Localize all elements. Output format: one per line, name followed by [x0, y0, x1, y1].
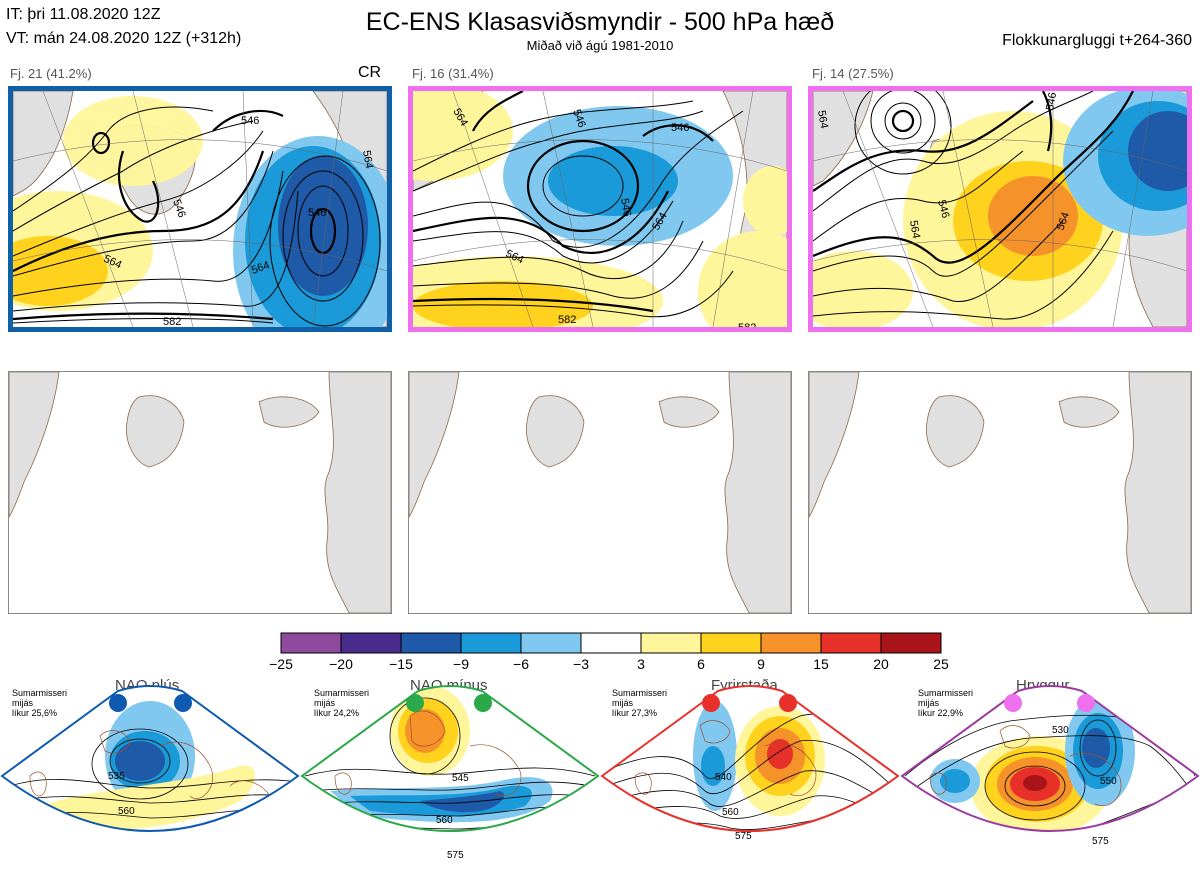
empty-map-2: [408, 371, 792, 614]
contour-label: 546: [935, 199, 951, 220]
regime-2-info2: mijás: [314, 698, 336, 708]
contour-label: 575: [447, 850, 464, 861]
colorbar-tick-label: 25: [933, 656, 949, 672]
contour-label: 545: [452, 773, 469, 784]
cluster-1-tag: CR: [358, 64, 382, 81]
colorbar-tick-label: 3: [637, 656, 645, 672]
contour-label: 546: [618, 197, 633, 217]
regime-3-map: 540 560 575: [600, 685, 900, 842]
contour-label: 564: [907, 219, 922, 239]
colorbar-tick-label: −6: [513, 656, 529, 672]
contour-label: 540: [715, 772, 732, 783]
colorbar-swatch: [820, 632, 882, 654]
regime-3-info2: mijás: [612, 698, 634, 708]
contour-label: 564: [250, 259, 271, 277]
cluster-2-label: Fj. 16 (31.4%): [412, 66, 494, 81]
issue-time: IT: þri 11.08.2020 12Z: [6, 6, 161, 23]
empty-map-1: [8, 371, 392, 614]
regime-1-likelihood: líkur 25,6%: [12, 708, 58, 718]
cluster-2-map: 546 546 546 564 564 582 564 582: [408, 86, 792, 332]
regime-4-likelihood: líkur 22,9%: [918, 708, 964, 718]
regime-3-likelihood: líkur 27,3%: [612, 708, 658, 718]
regime-4-season: Sumarmisseri: [918, 688, 974, 698]
contour-label: 560: [436, 815, 453, 826]
contour-label: 575: [735, 831, 752, 842]
regime-2-info: Sumarmisseri mijás líkur 24,2%: [314, 688, 369, 718]
contour-label: 564: [360, 149, 375, 169]
colorbar-swatch: [580, 632, 642, 654]
regime-3-season: Sumarmisseri: [612, 688, 668, 698]
colorbar-tick-label: 15: [813, 656, 829, 672]
colorbar-swatch: [700, 632, 762, 654]
classification-window: Flokkunargluggi t+264-360: [1002, 32, 1192, 49]
empty-map-3: [808, 371, 1192, 614]
contour-label: 535: [108, 771, 125, 782]
colorbar-swatch: [520, 632, 582, 654]
contour-label: 546: [570, 108, 588, 129]
colorbar-swatch: [640, 632, 702, 654]
contour-label: 564: [1055, 211, 1073, 232]
regime-1-info2: mijás: [12, 698, 34, 708]
contour-label: 550: [1100, 776, 1117, 787]
contour-label: 582: [558, 314, 576, 326]
contour-label: 546: [1044, 91, 1059, 111]
regime-4-info: Sumarmisseri mijás líkur 22,9%: [918, 688, 973, 718]
colorbar-tick-label: 9: [757, 656, 765, 672]
colorbar-swatch: [760, 632, 822, 654]
colorbar-swatch: [280, 632, 342, 654]
regime-2-likelihood: líkur 24,2%: [314, 708, 360, 718]
colorbar: [280, 632, 942, 654]
cluster-1-label: Fj. 21 (41.2%): [10, 66, 92, 81]
contour-label: 546: [241, 115, 259, 127]
contour-label: 582: [163, 316, 181, 327]
regime-2-season: Sumarmisseri: [314, 688, 370, 698]
colorbar-tick-label: −20: [329, 656, 353, 672]
colorbar-tick-label: −9: [453, 656, 469, 672]
regime-2-map: 545 560 575: [300, 685, 600, 861]
contour-label: 560: [118, 806, 135, 817]
colorbar-swatch: [400, 632, 462, 654]
regime-1-map: 535 560: [0, 685, 300, 832]
contour-label: 575: [1092, 836, 1109, 847]
regime-1-info: Sumarmisseri mijás líkur 25,6%: [12, 688, 67, 718]
colorbar-swatch: [880, 632, 942, 654]
contour-label: 560: [722, 807, 739, 818]
contour-label: 546: [170, 198, 188, 219]
contour-label: 582: [738, 322, 756, 327]
cluster-3-label: Fj. 14 (27.5%): [812, 66, 894, 81]
cluster-3-map: 546 564 564 564 546: [808, 86, 1192, 332]
colorbar-swatch: [460, 632, 522, 654]
contour-label: 546: [671, 122, 689, 134]
colorbar-tick-label: −25: [269, 656, 293, 672]
contour-label: 530: [1052, 725, 1069, 736]
colorbar-tick-label: −15: [389, 656, 413, 672]
colorbar-tick-label: 20: [873, 656, 889, 672]
colorbar-swatch: [340, 632, 402, 654]
colorbar-tick-label: −3: [573, 656, 589, 672]
colorbar-tick-label: 6: [697, 656, 705, 672]
page-title: EC-ENS Klasasviðsmyndir - 500 hPa hæð: [365, 8, 835, 36]
regime-4-info2: mijás: [918, 698, 940, 708]
page-subtitle: Miðað við ágú 1981-2010: [526, 38, 674, 53]
regime-3-info: Sumarmisseri mijás líkur 27,3%: [612, 688, 667, 718]
regime-4-map: 530 550 575: [900, 685, 1200, 847]
contour-label: 546: [308, 207, 326, 219]
contour-label: 564: [815, 109, 830, 129]
regime-1-season: Sumarmisseri: [12, 688, 68, 698]
cluster-1-map: 546 546 564 564 582 546 564: [8, 86, 392, 332]
valid-time: VT: mán 24.08.2020 12Z (+312h): [6, 30, 242, 47]
